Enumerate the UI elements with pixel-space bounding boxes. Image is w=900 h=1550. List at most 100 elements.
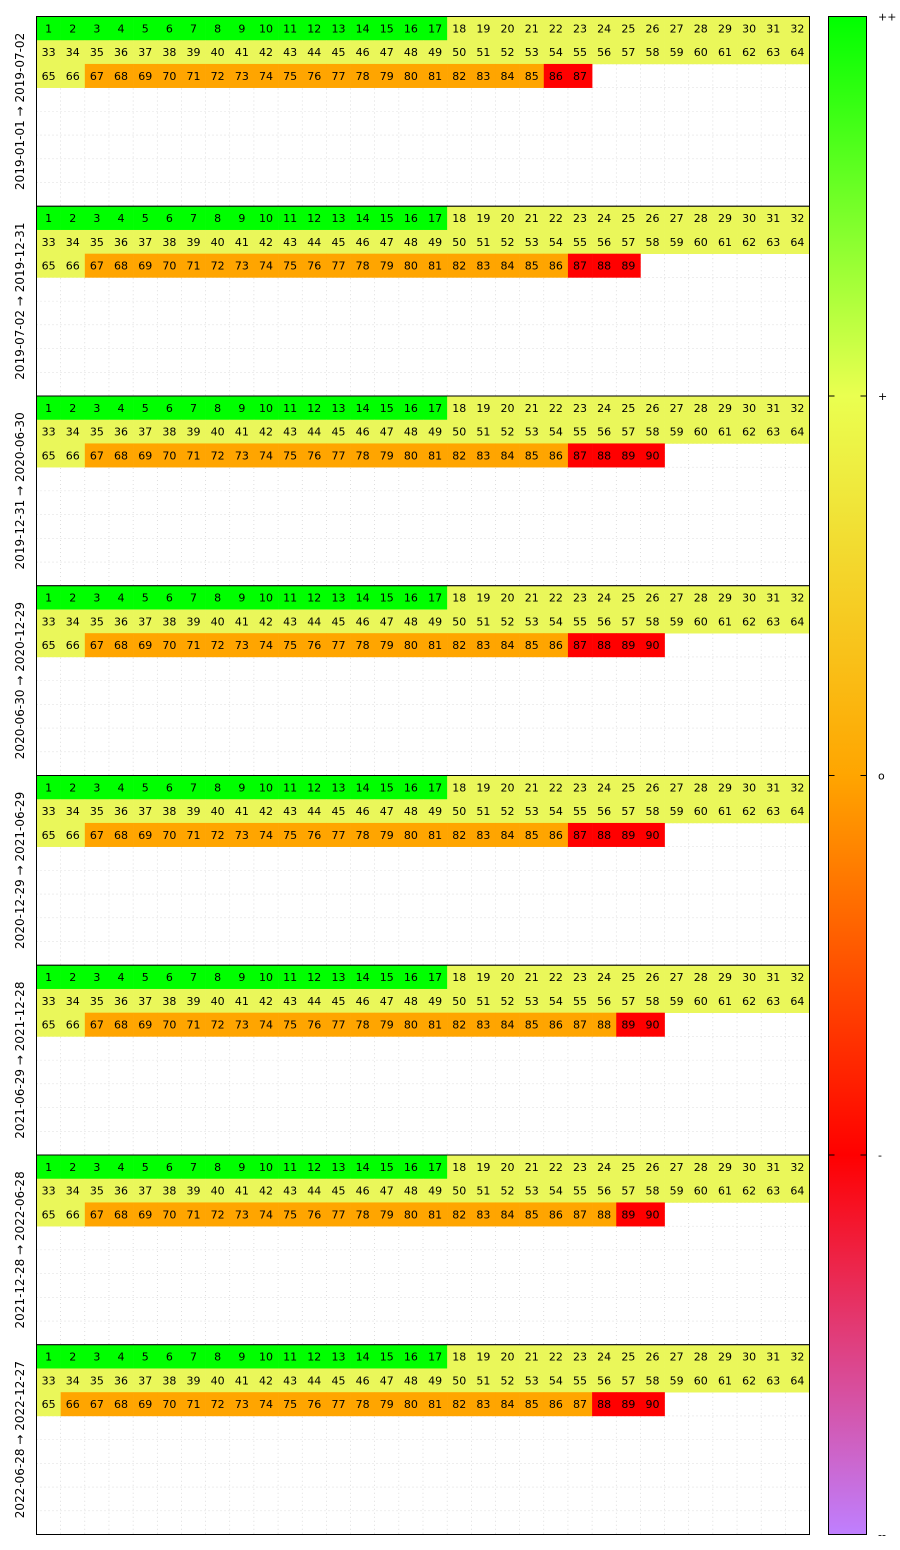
cell-label: 70: [162, 70, 176, 83]
cell-label: 42: [259, 426, 273, 439]
cell-label: 77: [331, 639, 345, 652]
cell-label: 17: [428, 1161, 442, 1174]
cell-label: 69: [138, 449, 152, 462]
heatmap-cell: [36, 799, 61, 824]
cell-label: 87: [573, 449, 587, 462]
cell-label: 32: [790, 971, 804, 984]
heatmap-cell: [326, 1202, 351, 1227]
heatmap-cell: [592, 40, 617, 65]
cell-label: 79: [380, 1398, 394, 1411]
cell-label: 54: [549, 46, 563, 59]
heatmap-cell: [688, 419, 714, 444]
heatmap-cell: [688, 1344, 714, 1369]
cell-label: 21: [525, 22, 539, 35]
cell-label: 6: [166, 1351, 173, 1364]
heatmap-cell: [302, 1178, 327, 1203]
cell-label: 9: [238, 971, 245, 984]
heatmap-cell: [350, 1344, 375, 1369]
heatmap-cell: [423, 1202, 448, 1227]
heatmap-cell: [447, 822, 472, 847]
heatmap-cell: [205, 1368, 231, 1393]
cell-label: 74: [259, 829, 273, 842]
heatmap-cell: [350, 609, 375, 634]
cell-label: 87: [573, 260, 587, 273]
heatmap-cell: [495, 965, 520, 990]
cell-label: 13: [331, 212, 345, 225]
cell-label: 4: [118, 971, 125, 984]
cell-label: 52: [501, 236, 515, 249]
cell-label: 72: [211, 260, 225, 273]
heatmap-cell: [36, 988, 61, 1013]
cell-label: 8: [214, 592, 221, 605]
cell-label: 67: [90, 449, 104, 462]
heatmap-cell: [326, 822, 351, 847]
heatmap-cell: [157, 633, 182, 658]
panel-cells: 1 2 3 4 5 6 7 8 9 10 11 12 13 14 15 16 17 18 19 20 21 22 23 24 2…: [36, 965, 810, 1037]
heatmap-cell: [253, 633, 279, 658]
cell-label: 42: [259, 805, 273, 818]
cell-label: 79: [380, 829, 394, 842]
heatmap-cell: [398, 63, 424, 88]
cell-label: 34: [66, 1185, 80, 1198]
cell-label: 12: [307, 1161, 321, 1174]
heatmap-cell: [60, 633, 86, 658]
cell-label: 52: [501, 805, 515, 818]
heatmap-cell: [471, 1178, 496, 1203]
cell-label: 33: [42, 1185, 56, 1198]
heatmap-cell: [398, 16, 424, 41]
cell-label: 88: [597, 260, 611, 273]
heatmap-cell: [592, 775, 617, 800]
heatmap-cell: [302, 609, 327, 634]
heatmap-cell: [423, 1392, 448, 1417]
cell-label: 29: [718, 402, 732, 415]
heatmap-cell: [423, 40, 448, 65]
cell-label: 63: [766, 995, 780, 1008]
heatmap-cell: [688, 40, 714, 65]
cell-label: 87: [573, 1019, 587, 1032]
cell-label: 39: [187, 615, 201, 628]
heatmap-cell: [205, 1155, 231, 1180]
heatmap-cell: [519, 229, 545, 254]
panel-cells: 1 2 3 4 5 6 7 8 9 10 11 12 13 14 15 16 17 18 19 20 21 22 23 24 2…: [36, 1155, 810, 1227]
heatmap-cell: [60, 1012, 86, 1037]
cell-label: 10: [259, 22, 273, 35]
heatmap-cell: [60, 206, 86, 231]
cell-label: 33: [42, 615, 56, 628]
cell-label: 27: [670, 402, 684, 415]
cell-label: 24: [597, 402, 611, 415]
cell-label: 23: [573, 1161, 587, 1174]
cell-label: 20: [501, 592, 515, 605]
cell-label: 24: [597, 1351, 611, 1364]
cell-label: 73: [235, 829, 249, 842]
cell-label: 9: [238, 592, 245, 605]
heatmap-cell: [157, 585, 182, 610]
heatmap-cell: [84, 206, 110, 231]
heatmap-cell: [157, 16, 182, 41]
heatmap-cell: [567, 63, 593, 88]
cell-label: 64: [790, 426, 804, 439]
cell-label: 22: [549, 402, 563, 415]
cell-label: 85: [525, 70, 539, 83]
cell-label: 62: [742, 995, 756, 1008]
heatmap-cell: [471, 1368, 496, 1393]
heatmap-cell: [278, 609, 303, 634]
heatmap-cell: [423, 253, 448, 278]
cell-label: 70: [162, 639, 176, 652]
heatmap-cell: [84, 609, 110, 634]
heatmap-cell: [302, 633, 327, 658]
cell-label: 68: [114, 639, 128, 652]
colorbar-gradient: [828, 16, 867, 1535]
heatmap-cell: [253, 396, 279, 421]
cell-label: 65: [42, 70, 56, 83]
cell-label: 27: [670, 1351, 684, 1364]
cell-label: 26: [645, 212, 659, 225]
heatmap-cell: [133, 63, 158, 88]
cell-label: 60: [694, 46, 708, 59]
heatmap-cell: [302, 443, 327, 468]
heatmap-cell: [616, 16, 641, 41]
heatmap-cell: [108, 229, 134, 254]
heatmap-cell: [157, 419, 182, 444]
heatmap-cell: [157, 63, 182, 88]
cell-label: 11: [283, 1161, 297, 1174]
cell-label: 55: [573, 46, 587, 59]
